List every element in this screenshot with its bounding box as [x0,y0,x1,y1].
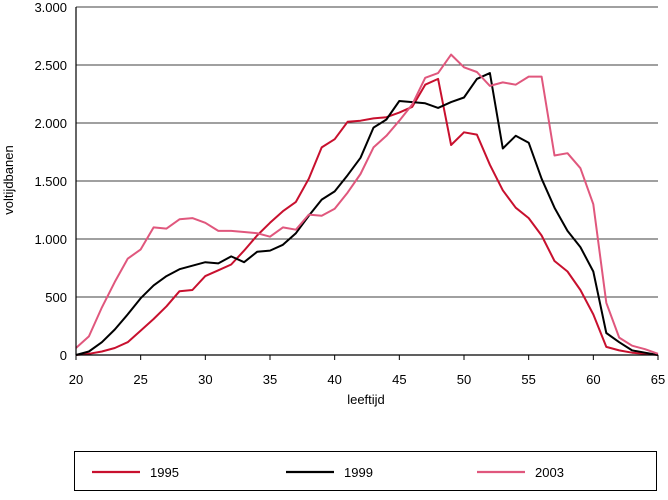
x-tick-label: 65 [651,372,665,387]
x-tick-label: 45 [392,372,406,387]
x-axis-label: leeftijd [347,392,385,407]
x-tick-label: 60 [586,372,600,387]
series-line-1995 [75,77,659,356]
series-line-1999 [75,72,659,356]
y-tick-label: 2.000 [34,116,67,131]
series-line-2003 [75,53,659,355]
x-tick-label: 40 [327,372,341,387]
axes [75,7,659,360]
x-tick-labels: 20 25 30 35 40 45 50 55 60 65 [69,372,665,387]
y-tick-label: 2.500 [34,58,67,73]
y-tick-label: 500 [45,290,67,305]
x-tick-label: 25 [133,372,147,387]
y-axis-label: voltijdbanen [1,145,16,214]
series-lines [75,53,659,356]
x-tick-label: 20 [69,372,83,387]
y-tick-label: 1.000 [34,232,67,247]
legend [74,451,657,491]
x-tick-label: 30 [198,372,212,387]
y-tick-label: 1.500 [34,174,67,189]
x-tick-label: 50 [457,372,471,387]
grid-lines [76,6,658,298]
y-tick-label: 0 [60,348,67,363]
y-tick-label: 3.000 [34,0,67,15]
x-tick-label: 55 [521,372,535,387]
y-tick-labels: 0 500 1.000 1.500 2.000 2.500 3.000 [34,0,67,363]
x-tick-label: 35 [263,372,277,387]
